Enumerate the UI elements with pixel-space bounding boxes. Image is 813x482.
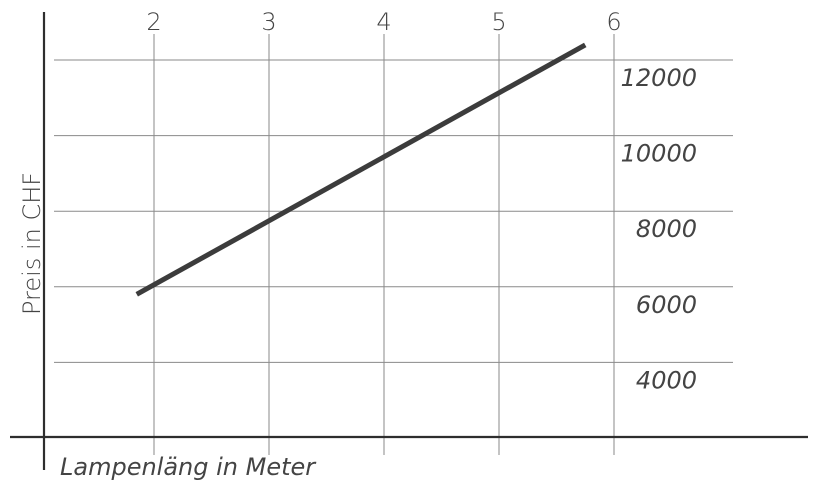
y-tick-label: 4000 xyxy=(636,366,697,394)
x-tick-label: 6 xyxy=(606,8,621,36)
x-tick-label: 3 xyxy=(261,8,276,36)
x-tick-labels: 2 3 4 5 6 xyxy=(146,8,621,36)
x-tick-label: 5 xyxy=(491,8,506,36)
y-tick-label: 8000 xyxy=(636,215,697,243)
x-axis-label: Lampenläng in Meter xyxy=(60,453,317,481)
series-line xyxy=(135,42,587,297)
axes xyxy=(10,12,808,470)
y-tick-label: 10000 xyxy=(621,140,697,168)
y-tick-label: 12000 xyxy=(621,64,697,92)
y-tick-labels: 4000 6000 8000 10000 12000 xyxy=(621,64,697,394)
gridlines xyxy=(54,34,733,455)
y-axis-label: Preis in CHF xyxy=(18,172,46,315)
series-layer xyxy=(135,42,587,297)
x-tick-label: 2 xyxy=(146,8,161,36)
x-tick-label: 4 xyxy=(376,8,391,36)
y-tick-label: 6000 xyxy=(636,291,697,319)
